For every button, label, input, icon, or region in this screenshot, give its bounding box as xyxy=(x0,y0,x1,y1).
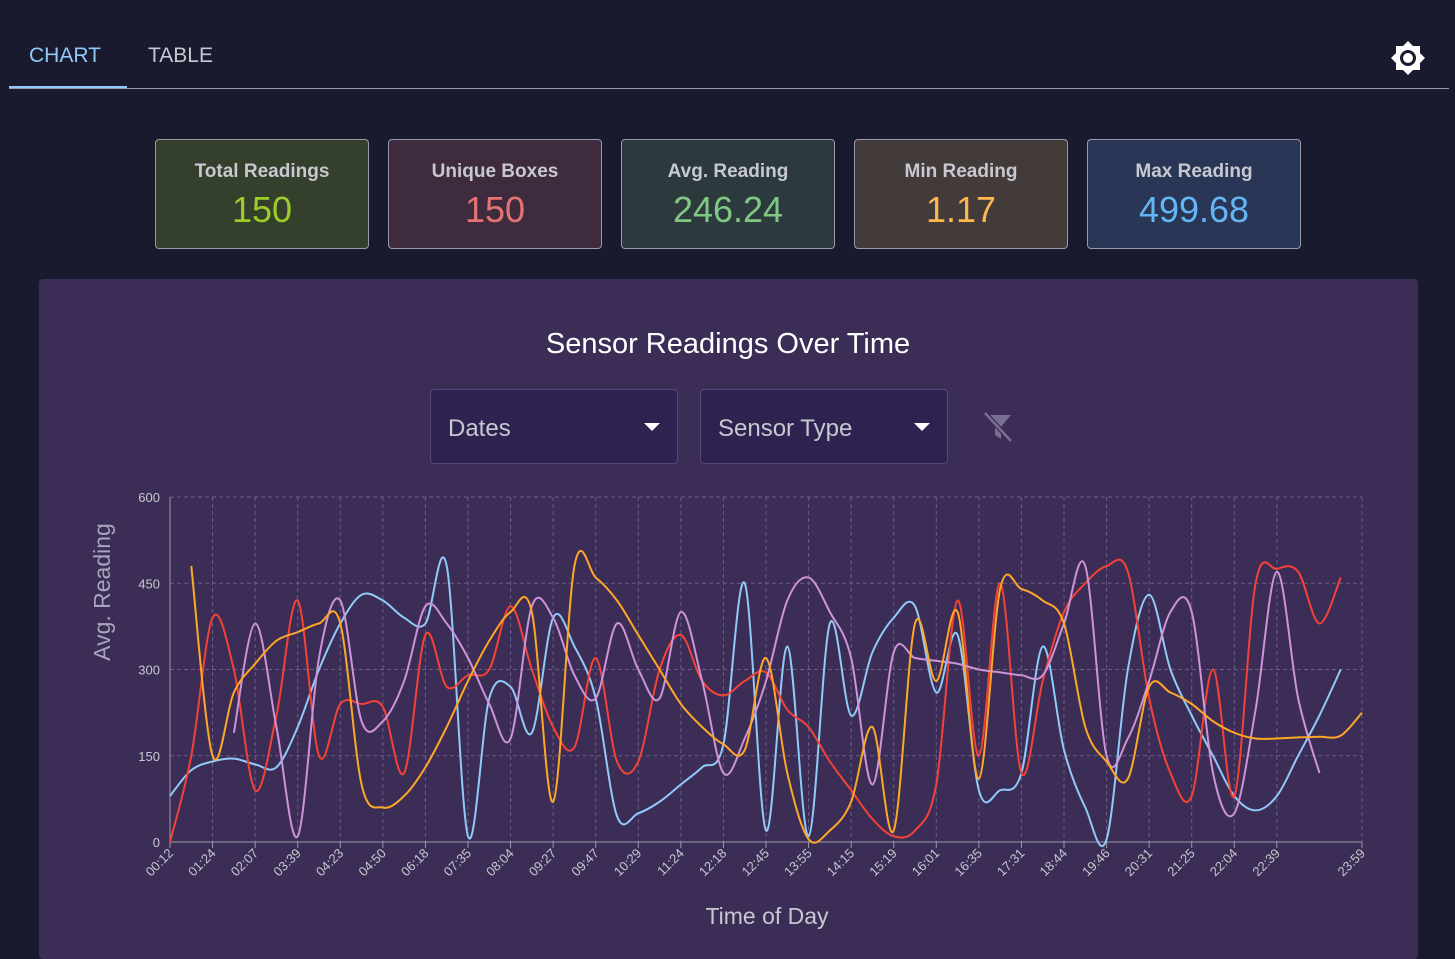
y-tick-label: 450 xyxy=(138,576,160,591)
x-tick-label: 15:19 xyxy=(866,846,900,880)
x-tick-label: 08:04 xyxy=(483,846,517,880)
stat-value: 246.24 xyxy=(672,189,784,230)
x-tick-label: 02:07 xyxy=(228,846,262,880)
x-tick-label: 17:31 xyxy=(994,846,1028,880)
dropdown-label: Sensor Type xyxy=(718,415,853,442)
x-tick-label: 09:27 xyxy=(526,846,560,880)
series-line xyxy=(232,560,1321,839)
icon xyxy=(914,423,930,431)
x-tick-label: 16:01 xyxy=(909,846,943,880)
x-tick-label: 04:50 xyxy=(355,846,389,880)
x-tick-label: 12:18 xyxy=(696,846,730,880)
x-tick-label: 04:23 xyxy=(313,846,347,880)
x-tick-label: 03:39 xyxy=(270,846,304,880)
tab[interactable]: TABLE xyxy=(148,44,213,67)
stat-label: Max Reading xyxy=(1135,161,1253,182)
x-tick-label: 00:12 xyxy=(143,846,177,880)
stat-label: Avg. Reading xyxy=(667,161,789,182)
stat-card: Min Reading 1.17 xyxy=(854,139,1068,249)
series-line xyxy=(190,549,1363,844)
stat-value: 150 xyxy=(231,189,293,230)
y-tick-label: 0 xyxy=(153,835,160,850)
dropdown-label: Dates xyxy=(448,415,511,442)
x-tick-label: 16:35 xyxy=(951,846,985,880)
stat-value: 499.68 xyxy=(1138,189,1250,230)
dropdown[interactable]: Dates xyxy=(430,389,678,464)
stat-card: Max Reading 499.68 xyxy=(1087,139,1301,249)
chart-title: Sensor Readings Over Time xyxy=(546,328,910,360)
tab-indicator xyxy=(9,86,127,88)
stat-card: Total Readings 150 xyxy=(155,139,369,249)
tab-divider xyxy=(9,88,1449,89)
x-tick-label: 21:25 xyxy=(1164,846,1198,880)
tab[interactable]: CHART xyxy=(29,44,101,67)
x-tick-label: 07:35 xyxy=(441,846,475,880)
icon xyxy=(1403,53,1413,63)
dropdown[interactable]: Sensor Type xyxy=(700,389,948,464)
stat-card: Unique Boxes 150 xyxy=(388,139,602,249)
x-tick-label: 22:39 xyxy=(1249,846,1283,880)
series-line xyxy=(169,556,1342,848)
stat-card: Avg. Reading 246.24 xyxy=(621,139,835,249)
x-tick-label: 19:46 xyxy=(1079,846,1113,880)
x-tick-label: 23:59 xyxy=(1335,846,1369,880)
x-tick-label: 14:15 xyxy=(824,846,858,880)
clear-filter[interactable] xyxy=(982,411,1014,443)
series-line xyxy=(169,558,1342,843)
stat-label: Unique Boxes xyxy=(431,161,559,182)
x-axis-label: Time of Day xyxy=(705,903,829,929)
x-tick-label: 20:31 xyxy=(1122,846,1156,880)
x-tick-label: 22:04 xyxy=(1207,846,1241,880)
stat-label: Min Reading xyxy=(904,161,1018,182)
y-tick-label: 600 xyxy=(138,490,160,505)
x-tick-label: 01:24 xyxy=(185,846,219,880)
x-tick-label: 11:24 xyxy=(654,846,687,879)
x-tick-label: 12:45 xyxy=(739,846,773,880)
icon xyxy=(644,423,660,431)
stat-value: 150 xyxy=(464,189,526,230)
stat-label: Total Readings xyxy=(194,161,330,182)
x-tick-label: 06:18 xyxy=(398,846,432,880)
x-tick-label: 10:29 xyxy=(611,846,645,880)
x-tick-label: 18:44 xyxy=(1037,846,1071,880)
y-tick-label: 150 xyxy=(138,749,160,764)
x-tick-label: 09:47 xyxy=(568,846,602,880)
y-axis-label: Avg. Reading xyxy=(89,523,115,661)
icon xyxy=(984,412,1012,442)
theme-toggle[interactable] xyxy=(1390,40,1426,76)
x-tick-label: 13:55 xyxy=(781,846,815,880)
y-tick-label: 300 xyxy=(138,663,160,678)
stat-value: 1.17 xyxy=(925,189,997,230)
